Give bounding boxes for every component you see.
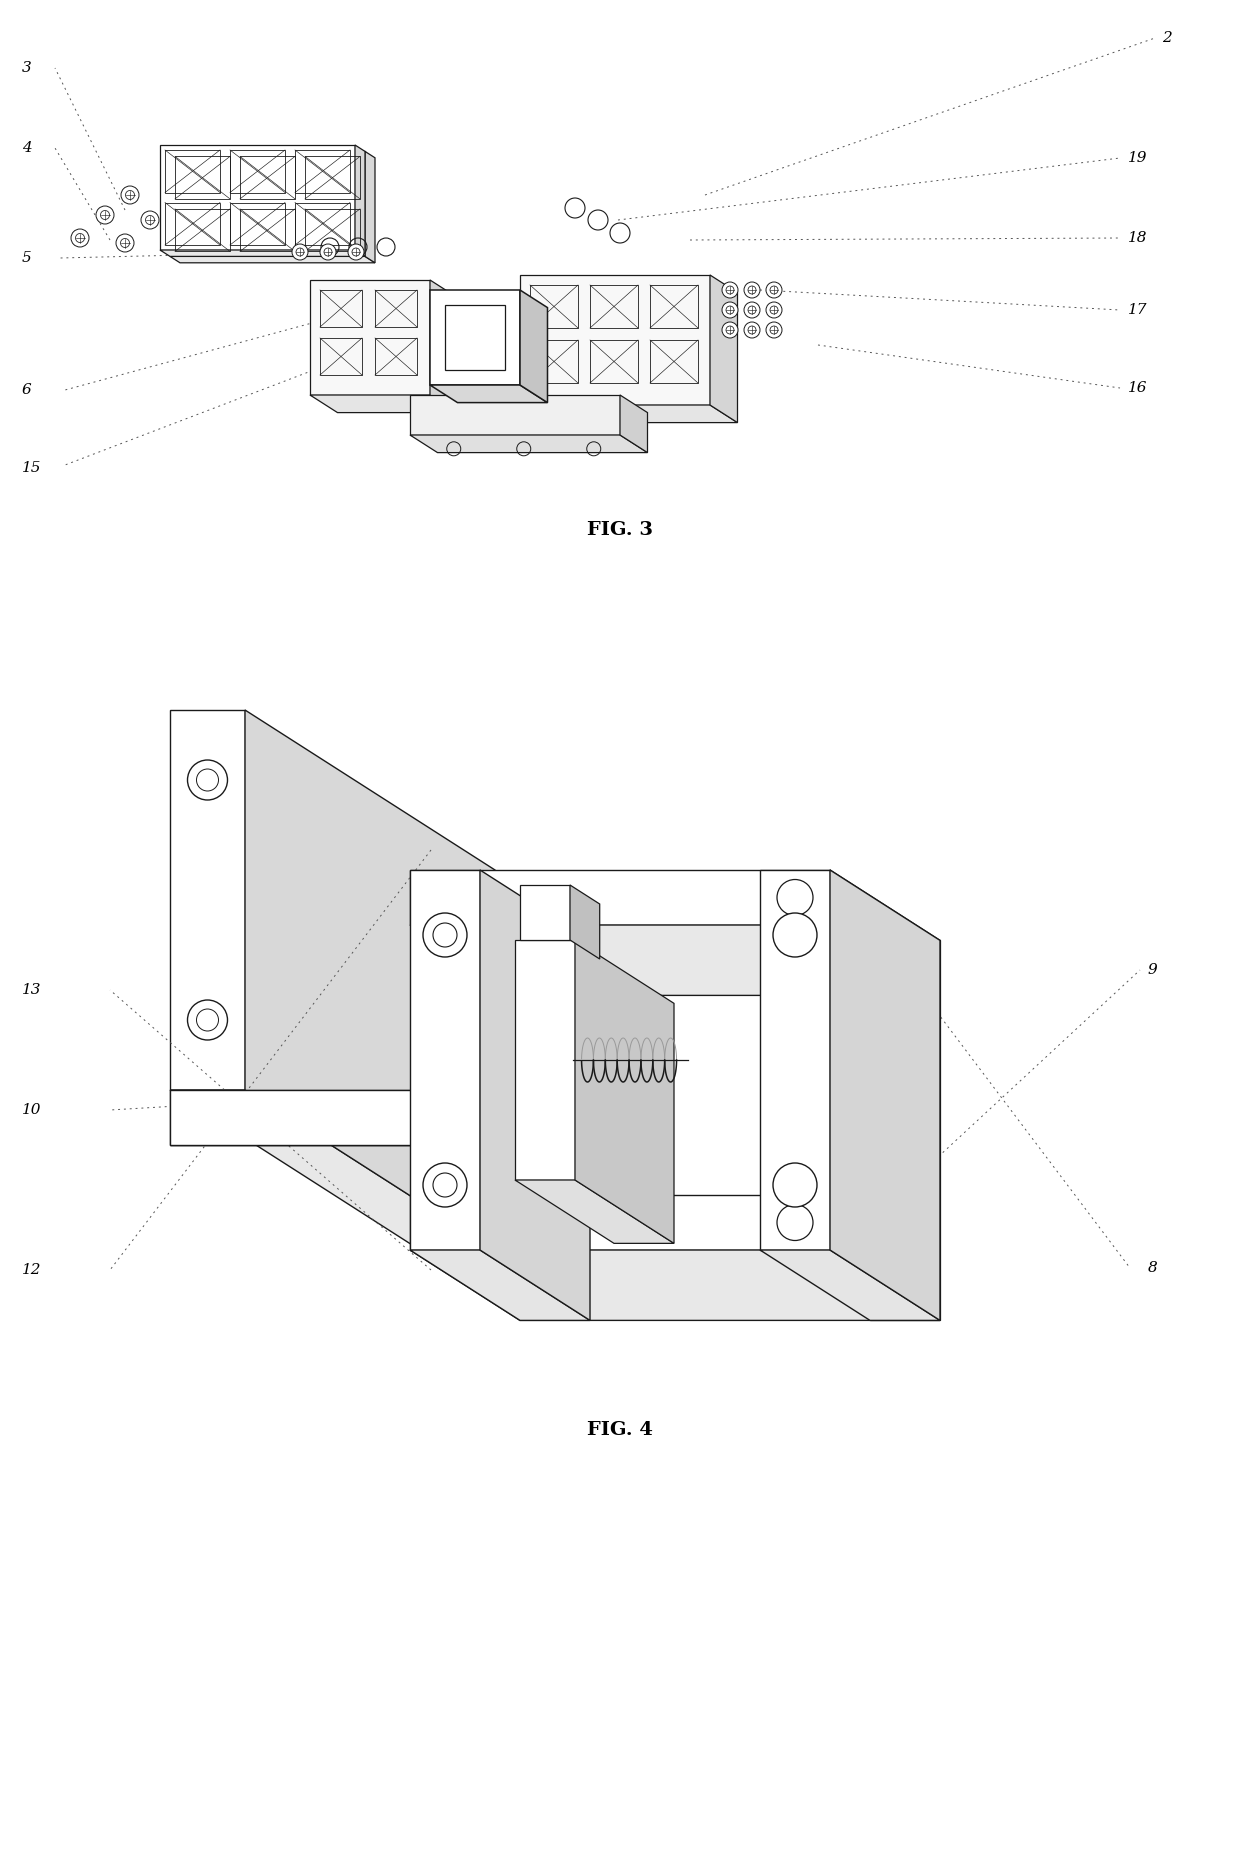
Circle shape (744, 323, 760, 338)
Polygon shape (410, 870, 830, 925)
Text: 3: 3 (22, 62, 32, 75)
Text: FIG. 3: FIG. 3 (587, 522, 653, 538)
Polygon shape (515, 940, 575, 1180)
Polygon shape (520, 405, 738, 422)
Polygon shape (430, 385, 548, 403)
Polygon shape (870, 940, 940, 1321)
Circle shape (722, 323, 738, 338)
Polygon shape (830, 870, 940, 1321)
Text: 16: 16 (1128, 381, 1147, 396)
Circle shape (777, 880, 813, 915)
Circle shape (777, 1204, 813, 1240)
Text: 18: 18 (1128, 231, 1147, 246)
Polygon shape (520, 276, 711, 405)
Text: FIG. 4: FIG. 4 (587, 1420, 653, 1439)
Text: 4: 4 (22, 141, 32, 156)
Polygon shape (170, 152, 365, 257)
Polygon shape (575, 940, 675, 1244)
Text: 6: 6 (22, 383, 32, 398)
Polygon shape (170, 1090, 495, 1144)
Polygon shape (355, 144, 365, 257)
Circle shape (423, 914, 467, 957)
Polygon shape (170, 1090, 495, 1249)
Text: 13: 13 (22, 983, 41, 996)
Text: 9: 9 (1148, 962, 1158, 977)
Circle shape (187, 1000, 227, 1039)
Polygon shape (170, 257, 374, 263)
Polygon shape (760, 870, 830, 1249)
Circle shape (122, 186, 139, 204)
Polygon shape (520, 291, 548, 403)
Polygon shape (620, 396, 647, 452)
Circle shape (744, 281, 760, 298)
Polygon shape (160, 250, 365, 257)
Circle shape (766, 302, 782, 319)
Text: 5: 5 (22, 251, 32, 265)
Text: 17: 17 (1128, 304, 1147, 317)
Polygon shape (410, 870, 480, 1249)
Text: 15: 15 (22, 461, 41, 475)
Text: 10: 10 (22, 1103, 41, 1116)
Circle shape (773, 914, 817, 957)
Circle shape (95, 206, 114, 223)
Text: 2: 2 (1162, 32, 1172, 45)
Circle shape (71, 229, 89, 248)
Polygon shape (430, 291, 520, 385)
Polygon shape (711, 276, 738, 422)
Polygon shape (410, 925, 940, 996)
Polygon shape (160, 144, 355, 250)
Polygon shape (310, 280, 430, 396)
Polygon shape (410, 1195, 830, 1249)
Polygon shape (520, 885, 570, 940)
Polygon shape (410, 1249, 940, 1321)
Polygon shape (170, 1090, 495, 1144)
Polygon shape (830, 870, 940, 996)
Circle shape (423, 1163, 467, 1206)
Circle shape (320, 244, 336, 261)
Polygon shape (170, 709, 246, 1090)
Circle shape (187, 760, 227, 799)
Circle shape (766, 323, 782, 338)
Polygon shape (570, 885, 600, 959)
Text: 12: 12 (22, 1263, 41, 1278)
Polygon shape (430, 280, 458, 413)
Polygon shape (410, 396, 620, 435)
Circle shape (773, 1163, 817, 1206)
Polygon shape (515, 1180, 675, 1244)
Circle shape (722, 302, 738, 319)
Circle shape (744, 302, 760, 319)
Polygon shape (480, 870, 590, 1321)
Circle shape (766, 281, 782, 298)
Circle shape (291, 244, 308, 261)
Polygon shape (410, 1249, 590, 1321)
Circle shape (722, 281, 738, 298)
Text: 19: 19 (1128, 150, 1147, 165)
Circle shape (348, 244, 365, 261)
Polygon shape (365, 152, 374, 263)
Polygon shape (310, 396, 458, 413)
Circle shape (117, 234, 134, 251)
Circle shape (141, 210, 159, 229)
Text: 8: 8 (1148, 1261, 1158, 1276)
Polygon shape (760, 1249, 940, 1321)
Polygon shape (246, 709, 495, 1249)
Polygon shape (410, 435, 647, 452)
Polygon shape (830, 1195, 940, 1321)
